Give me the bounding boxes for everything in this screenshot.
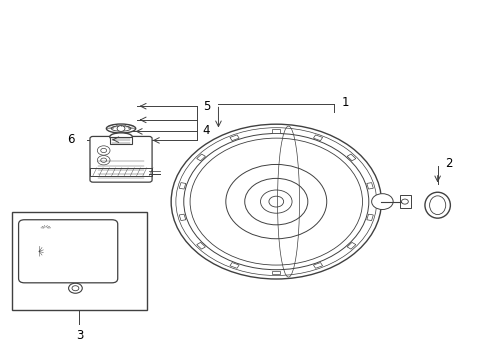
Circle shape bbox=[97, 156, 110, 165]
Circle shape bbox=[171, 124, 381, 279]
Polygon shape bbox=[346, 154, 355, 161]
FancyBboxPatch shape bbox=[90, 136, 152, 182]
Polygon shape bbox=[366, 183, 372, 189]
Ellipse shape bbox=[41, 225, 51, 231]
Polygon shape bbox=[313, 135, 322, 141]
Text: 3: 3 bbox=[76, 329, 83, 342]
Ellipse shape bbox=[24, 224, 40, 279]
Circle shape bbox=[401, 199, 407, 204]
Circle shape bbox=[117, 126, 125, 131]
Bar bbox=[90, 168, 151, 176]
Circle shape bbox=[62, 247, 74, 256]
Bar bbox=[399, 195, 410, 208]
Circle shape bbox=[101, 148, 106, 153]
Ellipse shape bbox=[94, 241, 113, 261]
Polygon shape bbox=[272, 129, 280, 132]
Polygon shape bbox=[196, 154, 205, 161]
Bar bbox=[110, 137, 132, 144]
Ellipse shape bbox=[106, 124, 136, 133]
Text: 2: 2 bbox=[444, 157, 451, 170]
Circle shape bbox=[101, 158, 106, 162]
Text: 6: 6 bbox=[67, 133, 74, 146]
Polygon shape bbox=[346, 242, 355, 249]
FancyBboxPatch shape bbox=[19, 220, 118, 283]
Polygon shape bbox=[229, 262, 239, 268]
Polygon shape bbox=[179, 183, 185, 189]
Ellipse shape bbox=[35, 246, 43, 256]
Circle shape bbox=[97, 146, 110, 155]
Circle shape bbox=[68, 283, 82, 293]
Circle shape bbox=[57, 243, 79, 259]
Text: 1: 1 bbox=[341, 96, 348, 109]
Text: 5: 5 bbox=[202, 100, 210, 113]
Polygon shape bbox=[196, 242, 205, 249]
Polygon shape bbox=[366, 214, 372, 221]
Polygon shape bbox=[313, 262, 322, 268]
Polygon shape bbox=[229, 135, 239, 141]
Circle shape bbox=[371, 194, 392, 210]
Polygon shape bbox=[272, 271, 280, 274]
Bar bbox=[12, 212, 146, 310]
Ellipse shape bbox=[109, 133, 132, 141]
Text: 4: 4 bbox=[202, 123, 210, 137]
Polygon shape bbox=[179, 214, 185, 221]
Ellipse shape bbox=[424, 192, 449, 218]
